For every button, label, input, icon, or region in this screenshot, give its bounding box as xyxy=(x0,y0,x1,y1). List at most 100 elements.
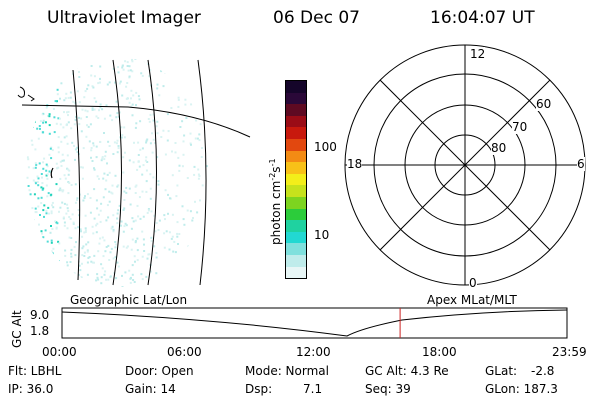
uv-pixel xyxy=(114,241,117,243)
uv-pixel xyxy=(62,265,65,268)
uv-pixel xyxy=(55,227,58,230)
uv-pixel xyxy=(185,69,188,72)
uv-pixel xyxy=(157,229,160,231)
uv-pixel xyxy=(78,214,81,217)
uv-pixel xyxy=(62,126,65,129)
ip-info: IP: 36.0 xyxy=(8,382,54,396)
uv-pixel xyxy=(185,65,188,68)
uv-pixel xyxy=(35,272,38,275)
uv-pixel xyxy=(74,282,77,285)
uv-pixel xyxy=(27,258,30,261)
uv-pixel xyxy=(26,176,29,179)
uv-pixel xyxy=(32,91,35,94)
uv-pixel xyxy=(34,166,37,169)
uv-pixel xyxy=(140,72,143,75)
uv-pixel xyxy=(28,67,31,70)
uv-pixel xyxy=(177,105,180,108)
uv-pixel xyxy=(126,82,129,84)
uv-pixel xyxy=(120,126,123,129)
dsp-info-value: 7.1 xyxy=(303,382,323,396)
uv-pixel xyxy=(197,168,200,171)
time-tick-0600: 06:00 xyxy=(167,345,202,359)
uv-pixel xyxy=(106,83,109,86)
uv-pixel xyxy=(84,109,87,112)
uv-pixel xyxy=(164,153,167,156)
uv-pixel xyxy=(80,130,83,133)
uv-pixel xyxy=(199,242,202,245)
uv-pixel xyxy=(151,132,153,135)
uv-pixel xyxy=(54,100,57,103)
uv-pixel xyxy=(148,253,151,256)
uv-pixel xyxy=(108,200,111,203)
uv-pixel xyxy=(35,252,38,255)
uv-pixel xyxy=(34,182,37,185)
colorbar-segment xyxy=(286,104,306,116)
uv-pixel xyxy=(141,190,144,193)
uv-pixel xyxy=(58,268,61,271)
uv-pixel xyxy=(174,151,177,154)
uv-pixel xyxy=(97,250,100,253)
uv-pixel xyxy=(56,282,59,285)
uv-pixel xyxy=(107,216,110,219)
uv-pixel xyxy=(127,69,130,72)
uv-pixel xyxy=(92,232,95,235)
uv-pixel xyxy=(61,201,64,204)
uv-pixel xyxy=(50,239,53,242)
uv-pixel xyxy=(51,252,54,255)
uv-pixel xyxy=(48,153,51,156)
uv-pixel xyxy=(38,89,41,92)
uv-pixel xyxy=(34,281,37,284)
colorbar-segment xyxy=(286,231,306,244)
uv-pixel xyxy=(66,203,69,206)
uv-pixel xyxy=(170,107,173,109)
uv-pixel xyxy=(44,254,47,257)
uv-pixel xyxy=(52,206,55,209)
uv-pixel xyxy=(46,240,49,243)
uv-pixel xyxy=(146,138,149,141)
uv-pixel xyxy=(45,169,48,172)
uv-pixel xyxy=(46,195,49,198)
uv-pixel xyxy=(86,250,89,253)
uv-pixel xyxy=(163,214,166,217)
colorbar-segment xyxy=(286,138,306,151)
uv-pixel xyxy=(65,277,68,280)
uv-pixel xyxy=(51,260,54,263)
colorbar-tick-10: 10 xyxy=(314,228,330,242)
colorbar-label: photon cm-2s-1 xyxy=(268,158,283,245)
uv-pixel xyxy=(95,156,98,159)
colorbar-segment xyxy=(286,185,306,197)
uv-pixel xyxy=(116,222,119,225)
uv-pixel xyxy=(179,278,182,281)
uv-pixel xyxy=(156,87,159,90)
uv-pixel xyxy=(113,141,116,144)
uv-pixel xyxy=(34,207,37,210)
uv-pixel xyxy=(96,276,99,279)
uv-pixel xyxy=(131,70,134,73)
uv-pixel xyxy=(136,168,139,171)
uv-pixel xyxy=(82,58,85,61)
uv-pixel xyxy=(104,270,107,273)
uv-pixel xyxy=(40,230,43,233)
uv-pixel xyxy=(150,210,153,213)
uv-pixel xyxy=(50,210,53,213)
uv-pixel xyxy=(53,116,56,119)
uv-pixel xyxy=(93,188,96,191)
uv-pixel xyxy=(185,117,188,119)
uv-pixel xyxy=(134,219,137,222)
uv-pixel xyxy=(160,70,163,73)
mlt-label-18: 18 xyxy=(347,157,363,171)
uv-pixel xyxy=(126,286,129,287)
uv-pixel xyxy=(31,86,34,89)
uv-pixel xyxy=(147,209,150,212)
uv-pixel xyxy=(72,100,75,103)
uv-pixel xyxy=(170,237,173,240)
uv-pixel xyxy=(59,271,62,274)
uv-pixel xyxy=(38,125,41,127)
uv-pixel xyxy=(135,122,138,125)
uv-pixel xyxy=(86,261,89,264)
uv-pixel xyxy=(184,103,187,106)
uv-pixel xyxy=(60,76,63,79)
uv-pixel xyxy=(110,247,113,250)
uv-pixel xyxy=(197,173,200,176)
uv-pixel xyxy=(73,245,76,248)
